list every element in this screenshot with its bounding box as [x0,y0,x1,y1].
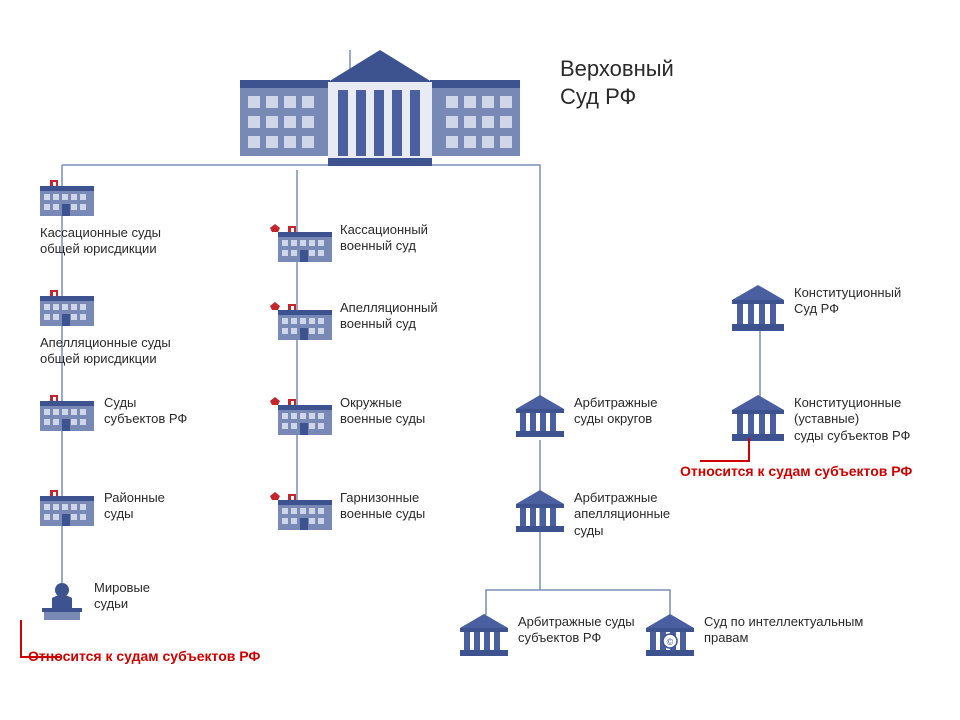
district-military-node: Окружныевоенные суды [270,395,425,440]
arb-subject-node: Арбитражные судысубъектов РФ [460,614,635,661]
subject-courts-label: Судысубъектов РФ [104,395,187,428]
military-building-icon [270,490,332,535]
cass-military-node: Кассационныйвоенный суд [270,222,428,267]
columns-building-icon [516,490,564,537]
const-rf-node: КонституционныйСуд РФ [732,285,901,336]
wide-building-icon [40,290,94,331]
columns-building-icon [516,395,564,442]
appeal-military-label: Апелляционныйвоенный суд [340,300,438,333]
military-building-icon [270,222,332,267]
wide-building-icon [40,180,94,221]
supreme-court-icon [240,46,520,171]
svg-text:©: © [667,637,674,647]
supreme-court-node [240,46,520,171]
appeal-general-label: Апелляционные судыобщей юрисдикции [40,335,171,368]
district-military-label: Окружныевоенные суды [340,395,425,428]
garrison-military-node: Гарнизонныевоенные суды [270,490,425,535]
garrison-military-label: Гарнизонныевоенные суды [340,490,425,523]
mirovye-label: Мировыесудьи [94,580,150,613]
arb-okrug-node: Арбитражныесуды округов [516,395,657,442]
cass-military-label: Кассационныйвоенный суд [340,222,428,255]
appeal-general-node: Апелляционные судыобщей юрисдикции [40,290,171,368]
columns-building-icon [460,614,508,661]
subject-courts-node: Судысубъектов РФ [40,395,187,436]
rayonnye-label: Районныесуды [104,490,165,523]
rayonnye-node: Районныесуды [40,490,165,531]
arb-appeal-label: Арбитражныеапелляционныесуды [574,490,670,539]
military-building-icon [270,395,332,440]
military-building-icon [270,300,332,345]
const-subject-node: Конституционные(уставные)суды субъектов … [732,395,910,446]
const-rf-label: КонституционныйСуд РФ [794,285,901,318]
appeal-military-node: Апелляционныйвоенный суд [270,300,438,345]
const-subject-label: Конституционные(уставные)суды субъектов … [794,395,910,444]
cass-general-node: Кассационные судыобщей юрисдикции [40,180,161,258]
arb-subject-label: Арбитражные судысубъектов РФ [518,614,635,647]
columns-building-icon [732,285,784,336]
arb-appeal-node: Арбитражныеапелляционныесуды [516,490,670,539]
cass-general-label: Кассационные судыобщей юрисдикции [40,225,161,258]
title-text: ВерховныйСуд РФ [560,55,674,110]
wide-building-icon [40,395,94,436]
wide-building-icon [40,490,94,531]
columns-building-copyright-icon: © [646,614,694,661]
callout-1: Относится к судам субъектов РФ [28,648,260,664]
supreme-court-title: ВерховныйСуд РФ [560,55,674,110]
callout-box-2 [700,438,750,462]
arb-okrug-label: Арбитражныесуды округов [574,395,657,428]
callout-2: Относится к судам субъектов РФ [680,463,912,479]
ip-court-label: Суд по интеллектуальнымправам [704,614,863,647]
ip-court-node: © Суд по интеллектуальнымправам [646,614,863,661]
